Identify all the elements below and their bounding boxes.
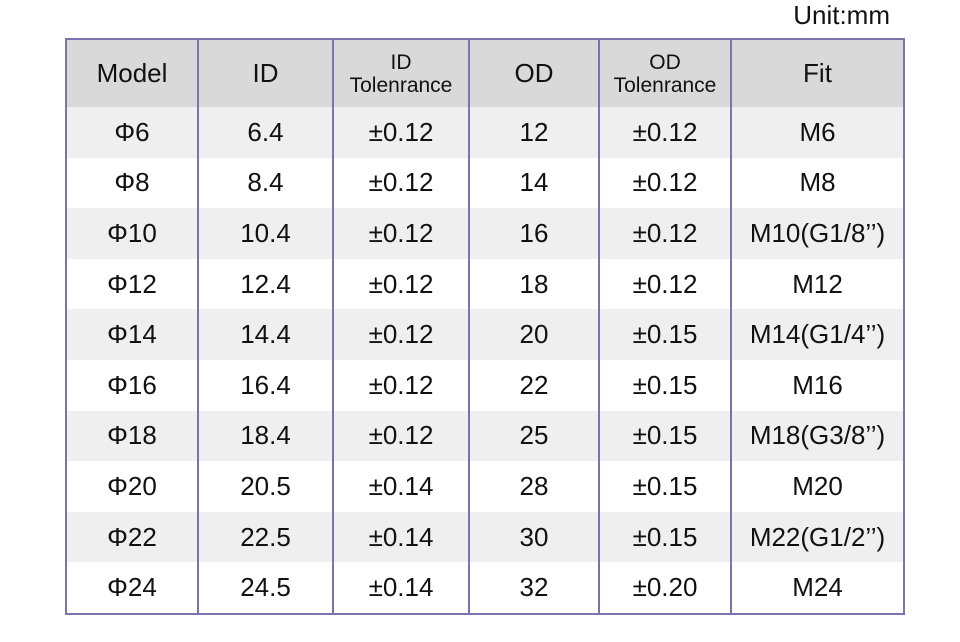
- table-cell: 16: [468, 208, 600, 259]
- table-cell: ±0.20: [598, 562, 732, 614]
- table-cell: M14(G1/4’’): [730, 309, 905, 360]
- table-cell: ±0.15: [598, 410, 732, 462]
- table-row: Φ20 20.5 ±0.14 28 ±0.15 M20: [65, 461, 905, 512]
- table-body: Φ6 6.4 ±0.12 12 ±0.12 M6 Φ8 8.4 ±0.12 14 ±0.12 M8 Φ1…: [65, 107, 905, 614]
- header-cell: OD: [468, 39, 600, 107]
- table-cell: M22(G1/2’’): [730, 511, 905, 563]
- table-cell: ±0.15: [598, 511, 732, 563]
- table-cell: ±0.14: [332, 461, 470, 512]
- header-text: Model: [96, 58, 168, 88]
- table-cell: ±0.12: [332, 208, 470, 259]
- table-cell: 20: [468, 309, 600, 360]
- table-cell: Φ10: [65, 208, 199, 259]
- table-cell: 24.5: [197, 562, 334, 614]
- table-cell: 16.4: [197, 359, 334, 411]
- table-cell: 25: [468, 410, 600, 462]
- header-text: Fit: [803, 58, 832, 88]
- table-cell: 8.4: [197, 157, 334, 209]
- table-cell: ±0.12: [598, 107, 732, 158]
- table-row: Φ24 24.5 ±0.14 32 ±0.20 M24: [65, 562, 905, 614]
- table-cell: ±0.15: [598, 461, 732, 512]
- table-row: Φ18 18.4 ±0.12 25 ±0.15 M18(G3/8’’): [65, 410, 905, 462]
- table-cell: Φ22: [65, 511, 199, 563]
- table-cell: M16: [730, 359, 905, 411]
- table-cell: 18: [468, 258, 600, 310]
- table-cell: Φ12: [65, 258, 199, 310]
- table-cell: ±0.12: [332, 157, 470, 209]
- table-cell: M6: [730, 107, 905, 158]
- header-cell: ID: [197, 39, 334, 107]
- table-cell: 30: [468, 511, 600, 563]
- table-cell: ±0.12: [332, 309, 470, 360]
- table-cell: ±0.12: [332, 258, 470, 310]
- table-cell: 22.5: [197, 511, 334, 563]
- table-cell: ±0.12: [332, 359, 470, 411]
- table-cell: 32: [468, 562, 600, 614]
- table-cell: Φ18: [65, 410, 199, 462]
- table-cell: M20: [730, 461, 905, 512]
- table-cell: ±0.15: [598, 309, 732, 360]
- table-cell: 6.4: [197, 107, 334, 158]
- table-cell: Φ6: [65, 107, 199, 158]
- table-cell: 20.5: [197, 461, 334, 512]
- table-cell: Φ14: [65, 309, 199, 360]
- table-cell: Φ24: [65, 562, 199, 614]
- header-text: ID: [252, 58, 279, 88]
- table-cell: 18.4: [197, 410, 334, 462]
- header-text: ID: [390, 50, 412, 74]
- header-cell: Fit: [730, 39, 905, 107]
- table-cell: 10.4: [197, 208, 334, 259]
- header-text: OD: [514, 58, 554, 88]
- table-row: Φ6 6.4 ±0.12 12 ±0.12 M6: [65, 107, 905, 158]
- table-row: Φ8 8.4 ±0.12 14 ±0.12 M8: [65, 157, 905, 209]
- table-cell: Φ16: [65, 359, 199, 411]
- table-cell: 12: [468, 107, 600, 158]
- header-text: Tolenrance: [349, 73, 453, 97]
- table-cell: Φ20: [65, 461, 199, 512]
- table-cell: M18(G3/8’’): [730, 410, 905, 462]
- table-row: Φ12 12.4 ±0.12 18 ±0.12 M12: [65, 258, 905, 310]
- header-text: Tolenrance: [613, 73, 717, 97]
- table-cell: M24: [730, 562, 905, 614]
- header-cell: ID Tolenrance: [332, 39, 470, 107]
- table-cell: M8: [730, 157, 905, 209]
- table-cell: Φ8: [65, 157, 199, 209]
- table-cell: ±0.12: [332, 410, 470, 462]
- table-cell: 12.4: [197, 258, 334, 310]
- table-cell: ±0.14: [332, 511, 470, 563]
- table-cell: ±0.12: [598, 258, 732, 310]
- table-cell: ±0.12: [598, 208, 732, 259]
- table-row: Φ22 22.5 ±0.14 30 ±0.15 M22(G1/2’’): [65, 511, 905, 563]
- header-cell: OD Tolenrance: [598, 39, 732, 107]
- table-cell: ±0.15: [598, 359, 732, 411]
- table-cell: M10(G1/8’’): [730, 208, 905, 259]
- header-row: Model ID ID Tolenrance OD OD Tolenrance Fit: [65, 39, 905, 107]
- unit-label: Unit:mm: [793, 0, 890, 30]
- table-cell: 28: [468, 461, 600, 512]
- table-cell: 14.4: [197, 309, 334, 360]
- header-cell: Model: [65, 39, 199, 107]
- table-row: Φ14 14.4 ±0.12 20 ±0.15 M14(G1/4’’): [65, 309, 905, 360]
- table-cell: M12: [730, 258, 905, 310]
- table-row: Φ10 10.4 ±0.12 16 ±0.12 M10(G1/8’’): [65, 208, 905, 259]
- table-cell: ±0.12: [598, 157, 732, 209]
- table-row: Φ16 16.4 ±0.12 22 ±0.15 M16: [65, 359, 905, 411]
- table-cell: 14: [468, 157, 600, 209]
- table-cell: ±0.14: [332, 562, 470, 614]
- table-cell: 22: [468, 359, 600, 411]
- header-text: OD: [649, 50, 681, 74]
- spec-table: Model ID ID Tolenrance OD OD Tolenrance Fit Φ6 6…: [65, 38, 905, 615]
- table-cell: ±0.12: [332, 107, 470, 158]
